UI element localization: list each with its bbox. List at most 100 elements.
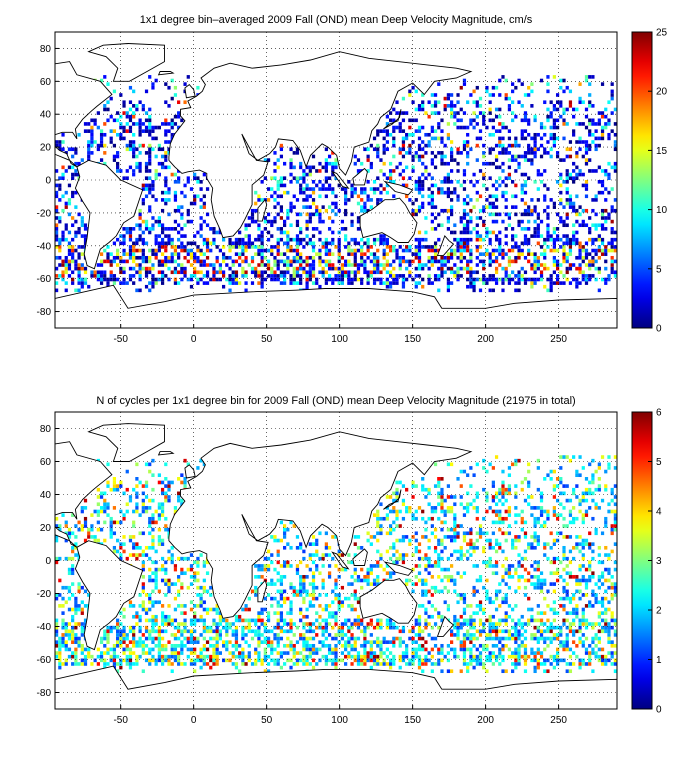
data-cell xyxy=(520,277,524,282)
data-cell xyxy=(411,658,415,663)
data-cell xyxy=(295,255,300,260)
data-cell xyxy=(588,104,592,108)
data-cell xyxy=(196,255,200,260)
data-cell xyxy=(151,640,155,644)
data-cell xyxy=(132,662,136,666)
data-cell xyxy=(437,589,441,594)
data-cell xyxy=(67,212,72,217)
data-cell xyxy=(112,158,117,162)
data-cell xyxy=(215,245,219,249)
data-cell xyxy=(308,662,312,666)
data-cell xyxy=(160,198,165,202)
data-cell xyxy=(202,636,206,641)
data-cell xyxy=(546,245,550,249)
data-cell xyxy=(289,281,293,285)
data-cell xyxy=(572,618,576,623)
data-cell xyxy=(344,237,348,242)
data-cell xyxy=(405,277,409,282)
data-cell xyxy=(234,633,239,637)
data-cell xyxy=(424,578,428,583)
data-cell xyxy=(109,625,113,630)
data-cell xyxy=(212,643,216,648)
data-cell xyxy=(250,662,255,666)
data-cell xyxy=(141,575,145,579)
data-cell xyxy=(366,640,370,644)
data-cell xyxy=(295,245,300,249)
data-cell xyxy=(514,158,518,162)
data-cell xyxy=(588,622,592,626)
data-cell xyxy=(607,607,611,612)
data-cell xyxy=(292,259,296,264)
data-cell xyxy=(257,658,261,663)
data-cell xyxy=(254,252,258,256)
data-cell xyxy=(462,212,467,217)
data-cell xyxy=(533,654,537,659)
data-cell xyxy=(376,263,380,267)
data-cell xyxy=(482,161,486,166)
data-cell xyxy=(276,600,280,605)
data-cell xyxy=(356,241,361,246)
data-cell xyxy=(363,633,367,637)
data-cell xyxy=(392,662,396,666)
data-cell xyxy=(613,248,617,253)
data-cell xyxy=(276,266,280,271)
data-cell xyxy=(453,647,457,652)
data-cell xyxy=(160,223,165,228)
data-cell xyxy=(568,100,573,105)
data-cell xyxy=(597,270,601,275)
data-cell xyxy=(160,208,165,213)
data-cell xyxy=(376,270,380,275)
data-cell xyxy=(164,122,168,126)
data-cell xyxy=(462,618,467,623)
data-cell xyxy=(350,223,354,228)
data-cell xyxy=(578,255,582,260)
data-cell xyxy=(263,567,267,572)
data-cell xyxy=(299,274,303,278)
data-cell xyxy=(613,629,617,634)
data-cell xyxy=(321,165,325,170)
data-cell xyxy=(604,622,608,626)
data-cell xyxy=(202,241,206,246)
data-cell xyxy=(55,654,59,659)
data-cell xyxy=(71,190,75,195)
data-cell xyxy=(250,219,255,224)
data-cell xyxy=(324,165,328,170)
data-cell xyxy=(613,274,617,278)
data-cell xyxy=(199,658,203,663)
data-cell xyxy=(597,578,601,583)
data-cell xyxy=(302,596,306,601)
data-cell xyxy=(157,125,161,130)
data-cell xyxy=(183,611,187,615)
data-cell xyxy=(414,89,418,94)
data-cell xyxy=(440,151,444,155)
data-cell xyxy=(177,100,181,105)
data-cell xyxy=(132,140,136,144)
data-cell xyxy=(279,252,284,256)
data-cell xyxy=(443,143,447,148)
data-cell xyxy=(607,658,611,663)
data-cell xyxy=(154,176,158,180)
data-cell xyxy=(276,622,280,626)
data-cell xyxy=(430,654,434,659)
data-cell xyxy=(308,172,312,177)
data-cell xyxy=(379,651,383,655)
data-cell xyxy=(482,625,486,630)
data-cell xyxy=(144,223,149,228)
data-cell xyxy=(164,255,168,260)
data-cell xyxy=(385,625,389,630)
y-tick-label: 60 xyxy=(40,77,52,88)
data-cell xyxy=(350,183,354,188)
data-cell xyxy=(568,205,573,209)
data-cell xyxy=(421,187,425,191)
data-cell xyxy=(604,248,608,253)
data-cell xyxy=(440,259,444,264)
data-cell xyxy=(514,658,518,663)
data-cell xyxy=(196,578,200,583)
data-cell xyxy=(122,640,126,644)
data-cell xyxy=(527,607,531,612)
data-cell xyxy=(417,578,422,583)
data-cell xyxy=(388,571,393,576)
data-cell xyxy=(315,618,319,623)
data-cell xyxy=(594,266,598,271)
data-cell xyxy=(372,255,377,260)
